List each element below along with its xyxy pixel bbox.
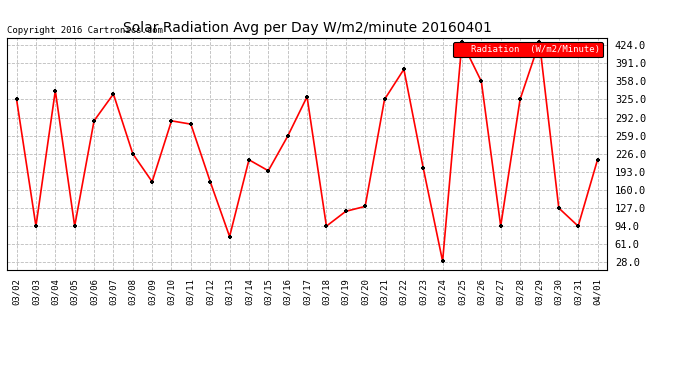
Point [457, 39, 468, 45]
Point [340, 209, 351, 214]
Point [515, 96, 526, 102]
Point [69, 223, 80, 229]
Point [417, 165, 428, 171]
Point [166, 118, 177, 124]
Point [321, 223, 332, 229]
Point [263, 168, 274, 174]
Point [398, 66, 409, 72]
Point [592, 157, 603, 163]
Point [553, 205, 564, 211]
Point [359, 203, 371, 209]
Text: Copyright 2016 Cartronics.com: Copyright 2016 Cartronics.com [7, 26, 163, 35]
Point [437, 258, 448, 264]
Point [30, 223, 41, 229]
Point [11, 96, 22, 102]
Point [573, 223, 584, 229]
Point [244, 157, 255, 163]
Point [302, 94, 313, 100]
Title: Solar Radiation Avg per Day W/m2/minute 20160401: Solar Radiation Avg per Day W/m2/minute … [123, 21, 491, 35]
Point [127, 151, 138, 157]
Point [282, 133, 293, 139]
Point [476, 78, 487, 84]
Point [88, 118, 99, 124]
Point [146, 179, 157, 185]
Point [205, 179, 216, 185]
Point [534, 39, 545, 45]
Point [224, 234, 235, 240]
Point [50, 88, 61, 94]
Point [379, 96, 390, 102]
Legend: Radiation  (W/m2/Minute): Radiation (W/m2/Minute) [453, 42, 602, 57]
Point [495, 223, 506, 229]
Point [108, 91, 119, 97]
Point [186, 121, 197, 127]
